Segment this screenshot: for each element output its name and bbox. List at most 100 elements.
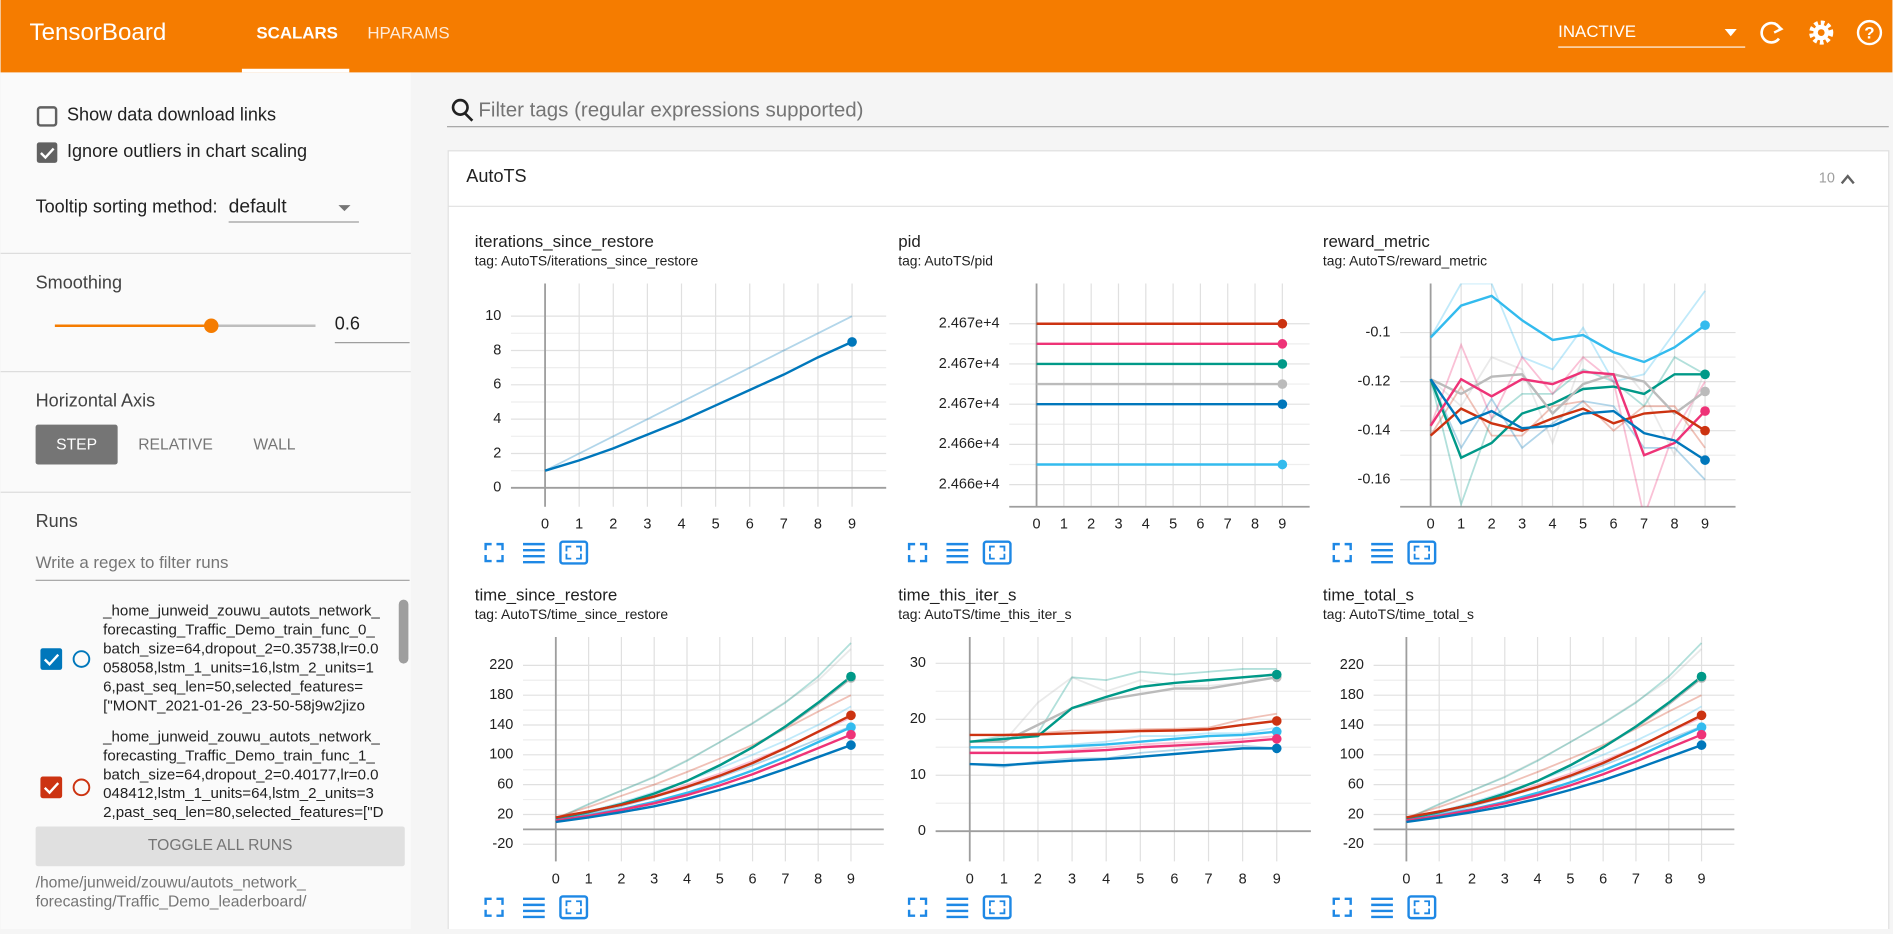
series-line (1429, 370, 1706, 457)
series-line (969, 673, 1277, 743)
dropdown-arrow (1724, 28, 1737, 37)
slider-knob[interactable] (204, 318, 219, 333)
x-tick-label: 4 (1102, 871, 1110, 887)
last-point (846, 671, 856, 682)
raw-line (1406, 694, 1702, 819)
x-tick-label: 4 (677, 517, 685, 533)
x-tick-label: 5 (1169, 517, 1177, 533)
fullscreen-button[interactable] (484, 542, 504, 563)
group-name[interactable]: AutoTS (466, 166, 526, 186)
run-color[interactable] (72, 778, 91, 797)
help-button[interactable]: ? (1856, 19, 1883, 46)
settings-button[interactable] (1809, 20, 1834, 45)
run-color[interactable] (72, 650, 91, 668)
x-tick-label: 1 (575, 517, 583, 533)
refresh-button[interactable] (1760, 21, 1784, 44)
log-scale-button[interactable] (1371, 897, 1393, 919)
y-tick-label: 60 (1348, 776, 1364, 792)
smoothing-label: Smoothing (36, 272, 122, 292)
last-point (1271, 669, 1282, 680)
chart-actions (907, 895, 1012, 920)
x-tick-label: 6 (746, 517, 754, 533)
run-name: 2,past_seq_len=80,selected_features=["D (103, 804, 383, 821)
run-checkbox[interactable] (40, 776, 63, 799)
options: Show data download links Ignore outliers … (36, 105, 307, 163)
x-tick-label: 5 (1136, 871, 1144, 887)
tag-filter[interactable]: Filter tags (regular expressions support… (478, 98, 863, 121)
series-line (969, 676, 1277, 743)
y-tick-label: 10 (910, 767, 926, 783)
run-checkbox[interactable] (40, 648, 63, 670)
toggle-label[interactable]: TOGGLE ALL RUNS (148, 837, 293, 854)
fit-domain-button[interactable] (559, 540, 589, 565)
y-tick-label: 60 (497, 776, 513, 792)
x-tick-label: 7 (1632, 871, 1640, 887)
group-count: 10 (1819, 170, 1835, 186)
last-point (846, 722, 856, 733)
runs-filter[interactable]: Write a regex to filter runs (36, 553, 229, 572)
raw-line (555, 648, 852, 820)
checkbox[interactable] (36, 106, 58, 127)
fullscreen-button[interactable] (484, 897, 504, 917)
chart-title: time_since_restore (475, 585, 618, 604)
run-name: 6,past_seq_len=50,selected_features= (103, 678, 363, 695)
x-tick-label: 2 (617, 871, 625, 887)
y-tick-label: 2.467e+4 (939, 356, 1000, 372)
series-line (1406, 743, 1702, 824)
log-scale-button[interactable] (946, 897, 969, 919)
fit-domain-button[interactable] (1407, 895, 1437, 920)
log-scale-button[interactable] (1371, 542, 1393, 564)
toggle-button[interactable] (35, 826, 405, 867)
chart-actions (484, 895, 589, 920)
checkbox[interactable] (36, 142, 58, 163)
y-tick-label: 20 (1348, 806, 1364, 822)
raw-line (1406, 648, 1703, 820)
fit-domain-button[interactable] (982, 895, 1012, 920)
y-tick-label: 20 (497, 806, 513, 822)
fullscreen-button[interactable] (1332, 897, 1352, 917)
axis-option[interactable]: WALL (253, 436, 295, 453)
last-point (1700, 386, 1710, 397)
log-scale-button[interactable] (523, 542, 545, 564)
plot (555, 642, 852, 824)
fit-domain-button[interactable] (559, 895, 589, 920)
last-point (1271, 734, 1282, 744)
axis-option[interactable]: STEP (56, 436, 97, 453)
fullscreen-button[interactable] (907, 897, 928, 917)
fit-icon (989, 545, 1006, 560)
axis-option[interactable]: RELATIVE (138, 436, 213, 453)
series-line (555, 714, 852, 819)
series-line (1406, 714, 1703, 819)
fullscreen-button[interactable] (1332, 542, 1352, 563)
slider (54, 318, 219, 333)
run-name: batch_size=64,dropout_2=0.35738,lr=0.0 (103, 641, 378, 658)
x-tick-label: 9 (847, 871, 855, 887)
tooltip-select[interactable]: default (229, 197, 288, 218)
run-status-select[interactable]: INACTIVE (1558, 22, 1636, 41)
fit-domain-button[interactable] (1407, 540, 1437, 565)
last-point (1700, 320, 1710, 331)
axis-button-active[interactable] (35, 424, 118, 465)
last-point (1271, 726, 1282, 737)
fullscreen-button[interactable] (907, 542, 928, 563)
fit-icon (989, 900, 1006, 915)
series-line (555, 733, 852, 822)
chart-title: pid (898, 232, 921, 251)
smoothing-input[interactable]: 0.6 (335, 313, 360, 333)
x-tick-label: 2 (1488, 517, 1496, 533)
last-point (846, 729, 856, 740)
last-point (846, 740, 856, 750)
fit-domain-button[interactable] (982, 540, 1012, 565)
log-scale-button[interactable] (946, 542, 969, 564)
y-tick-label: 2.467e+4 (939, 316, 1000, 332)
tab[interactable]: HPARAMS (367, 23, 449, 42)
app-title: TensorBoard (30, 19, 167, 46)
scrollbar[interactable] (398, 599, 409, 664)
chart-tag: tag: AutoTS/pid (898, 252, 993, 268)
series-line (1430, 373, 1706, 416)
y-tick-label: -0.14 (1358, 423, 1391, 439)
collapse-icon[interactable] (1840, 174, 1855, 185)
series-line (969, 737, 1277, 755)
log-scale-button[interactable] (523, 897, 545, 919)
tab[interactable]: SCALARS (256, 23, 338, 42)
